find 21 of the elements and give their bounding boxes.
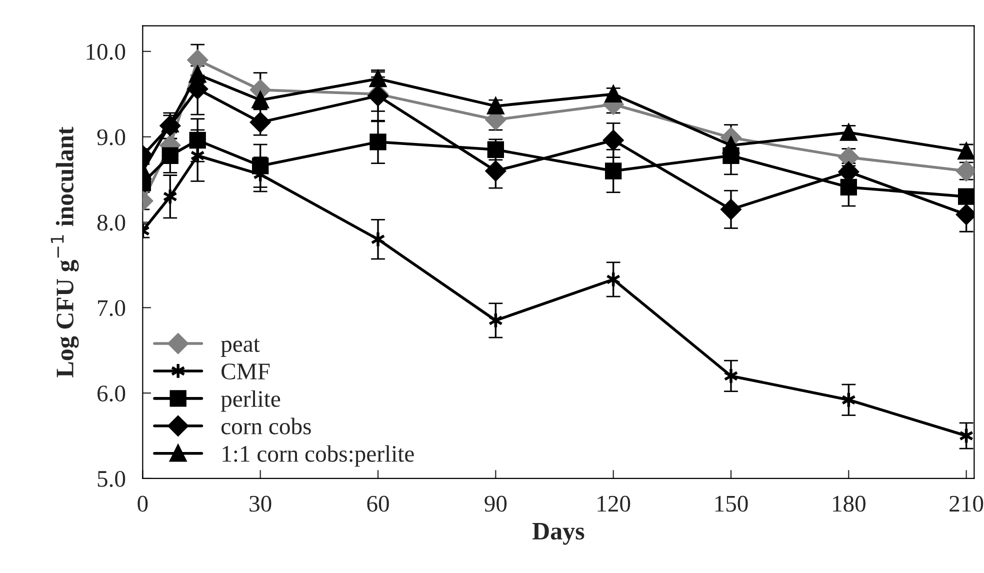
y-tick-label: 8.0 xyxy=(97,214,126,231)
x-tick-label: 180 xyxy=(833,496,866,512)
legend-label: corn cobs xyxy=(221,418,311,434)
legend-label: CMF xyxy=(222,364,270,380)
x-tick-label: 90 xyxy=(484,496,507,512)
legend-label: perlite xyxy=(220,390,280,412)
x-tick-label: 0 xyxy=(138,496,148,512)
x-axis-title: Days xyxy=(532,522,584,545)
x-tick-label: 210 xyxy=(950,496,984,512)
y-tick-label: 7.0 xyxy=(98,300,126,316)
y-tick-label: 6.0 xyxy=(98,386,126,402)
y-tick-label: 5.0 xyxy=(98,470,126,487)
y-tick-label: 9.0 xyxy=(97,129,126,146)
y-axis-title: Log CFU g$^{−1}$ inoculant xyxy=(50,126,79,378)
y-tick-label: 10.0 xyxy=(86,44,126,60)
legend-label: peat xyxy=(220,338,260,357)
x-tick-label: 30 xyxy=(250,496,272,512)
x-tick-label: 60 xyxy=(367,496,389,512)
x-tick-label: 120 xyxy=(598,496,630,512)
legend-label: 1:1 corn cobs:perlite xyxy=(222,445,414,467)
x-tick-label: 150 xyxy=(715,496,748,512)
